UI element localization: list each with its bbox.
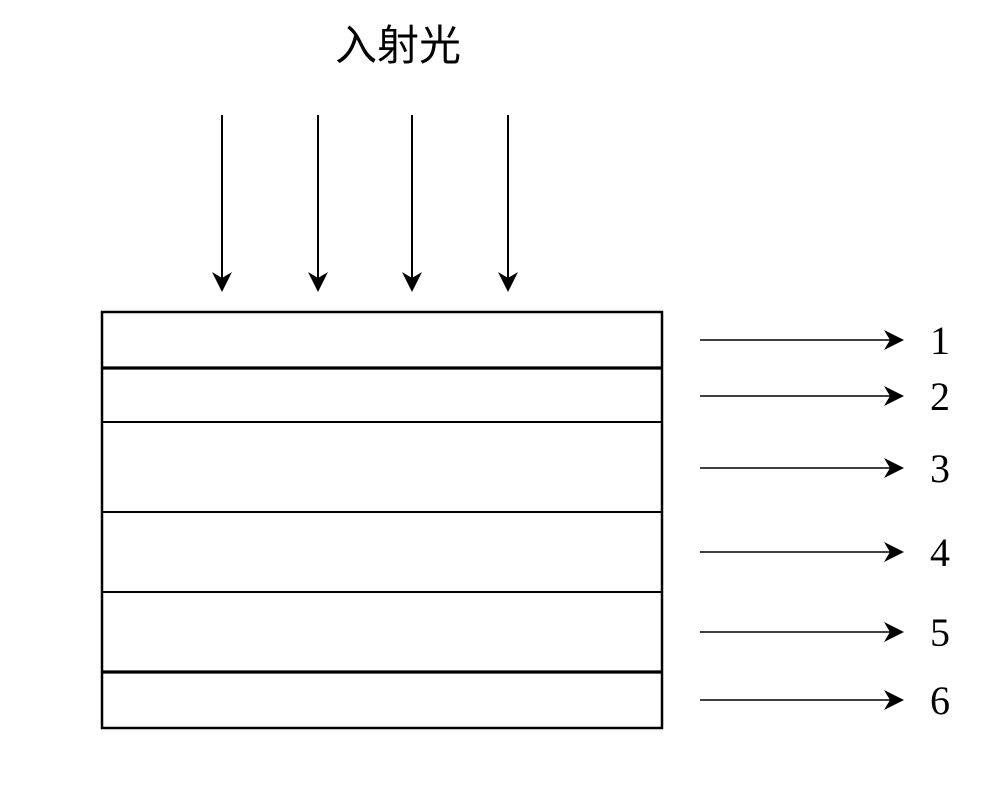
layer-label-2: 2 [930,374,950,419]
layer-label-6: 6 [930,678,950,723]
layer-label-4: 4 [930,530,950,575]
layer-label-1: 1 [930,318,950,363]
layer-label-5: 5 [930,610,950,655]
diagram-svg: 入射光 1 2 3 4 5 6 [0,0,1000,793]
incident-light-title: 入射光 [335,24,461,70]
layer-label-3: 3 [930,446,950,491]
diagram-root: 入射光 1 2 3 4 5 6 [0,0,1000,793]
